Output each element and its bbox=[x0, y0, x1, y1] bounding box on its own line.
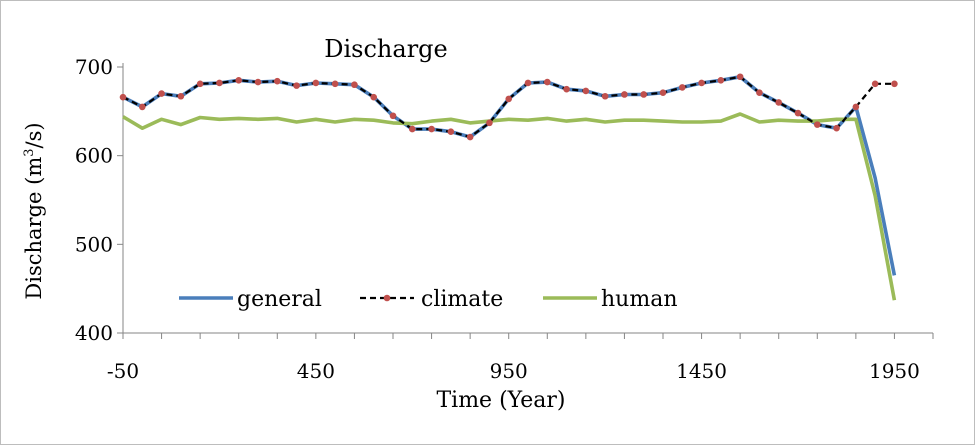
data-point-climate bbox=[466, 133, 474, 141]
data-point-climate bbox=[389, 112, 397, 120]
y-tick-label: 600 bbox=[75, 144, 113, 168]
legend-label-climate: climate bbox=[421, 287, 503, 312]
data-point-climate bbox=[293, 82, 300, 89]
data-point-climate bbox=[563, 85, 570, 93]
legend: general climate human bbox=[179, 287, 677, 312]
x-tick-label: 1450 bbox=[676, 359, 727, 383]
data-point-climate bbox=[775, 99, 783, 106]
data-point-climate bbox=[177, 92, 185, 100]
data-point-climate bbox=[813, 121, 821, 128]
x-tick-label: 950 bbox=[490, 359, 528, 383]
y-axis-label: Discharge (m3/s) bbox=[22, 122, 46, 299]
data-point-climate bbox=[447, 128, 455, 136]
data-point-climate bbox=[524, 79, 532, 87]
legend-marker-climate bbox=[383, 294, 391, 302]
y-axis-label-superscript: 3 bbox=[22, 148, 37, 156]
series-group bbox=[119, 73, 898, 301]
data-point-climate bbox=[196, 80, 204, 88]
series-line-human bbox=[122, 112, 897, 301]
data-point-climate bbox=[717, 77, 725, 84]
x-tick-label: 1950 bbox=[869, 359, 920, 383]
data-point-climate bbox=[331, 80, 339, 88]
data-point-climate bbox=[852, 103, 860, 111]
legend-item-general: general bbox=[179, 287, 322, 312]
data-point-climate bbox=[871, 80, 879, 88]
data-point-climate bbox=[486, 119, 493, 127]
data-point-climate bbox=[158, 90, 165, 97]
data-point-climate bbox=[756, 89, 763, 97]
data-point-climate bbox=[678, 84, 686, 91]
legend-item-climate: climate bbox=[360, 287, 503, 312]
data-point-climate bbox=[235, 77, 243, 84]
y-axis-label-tail: /s) bbox=[22, 122, 46, 148]
data-point-climate bbox=[273, 77, 281, 85]
y-tick-label: 400 bbox=[75, 321, 113, 345]
data-point-climate bbox=[659, 89, 667, 97]
data-point-climate bbox=[601, 92, 609, 100]
axes: 400 500 600 700 -50 450 950 1450 1950 bbox=[75, 55, 934, 383]
legend-label-human: human bbox=[601, 287, 677, 312]
data-point-climate bbox=[833, 124, 840, 132]
data-point-climate bbox=[891, 80, 898, 88]
data-point-climate bbox=[370, 93, 378, 101]
data-point-climate bbox=[119, 93, 127, 101]
data-point-climate bbox=[640, 91, 648, 98]
y-tick-label: 500 bbox=[75, 232, 113, 256]
data-point-climate bbox=[254, 78, 262, 86]
data-point-climate bbox=[351, 81, 358, 89]
data-point-climate bbox=[543, 78, 551, 86]
data-point-climate bbox=[736, 73, 744, 81]
series-line-climate bbox=[122, 75, 895, 139]
legend-item-human: human bbox=[543, 287, 677, 312]
data-point-climate bbox=[505, 95, 513, 103]
y-tick-label: 700 bbox=[75, 55, 113, 79]
data-point-climate bbox=[408, 125, 416, 133]
data-point-climate bbox=[216, 79, 223, 87]
data-point-climate bbox=[138, 103, 146, 111]
data-point-climate bbox=[312, 79, 320, 87]
x-tick-label: -50 bbox=[107, 359, 139, 383]
data-point-climate bbox=[582, 87, 590, 95]
y-axis-label-main: Discharge (m bbox=[22, 157, 46, 300]
series-line-general bbox=[122, 75, 897, 276]
data-point-climate bbox=[698, 79, 705, 87]
legend-label-general: general bbox=[237, 287, 322, 312]
data-point-climate bbox=[621, 91, 628, 98]
x-axis-label: Time (Year) bbox=[436, 388, 565, 413]
data-point-climate bbox=[794, 109, 802, 117]
x-tick-label: 450 bbox=[297, 359, 335, 383]
chart-title: Discharge bbox=[324, 35, 447, 63]
data-point-climate bbox=[428, 125, 435, 133]
